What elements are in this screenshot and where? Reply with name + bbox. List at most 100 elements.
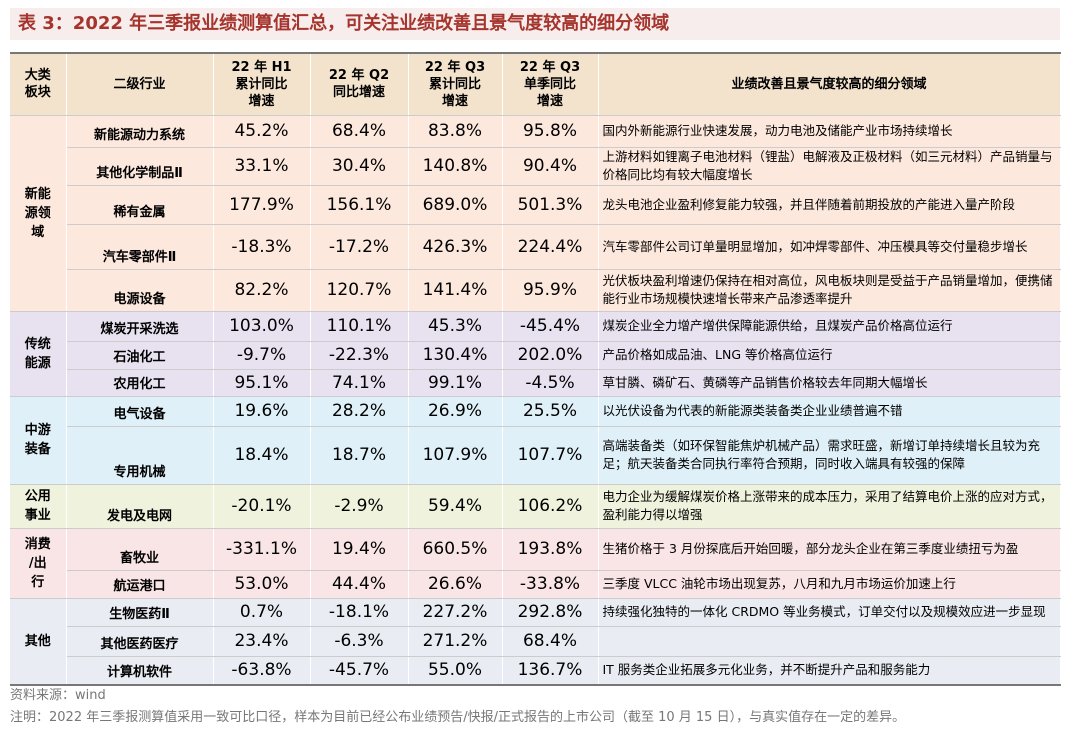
table-row: 汽车零部件Ⅱ -18.3% -17.2% 426.3% 224.4% 汽车零部件公司订单量… [10,224,1061,270]
value-cell: 136.7% [502,656,599,686]
header-cell: 22 年 Q2 同比增速 [310,53,409,116]
area-cell: 电力企业为缓解煤炭价格上涨带来的成本压力，采用了结算电价上涨的应对方式，盈利能力… [598,484,1061,529]
value-cell: 177.9% [213,185,311,225]
area-cell: 煤炭企业全力增产增供保障能源供给，且煤炭产品价格高位运行 [598,311,1061,342]
value-cell: 271.2% [408,626,503,657]
value-cell: 501.3% [502,185,599,225]
table-row: 计算机软件 -63.8% -45.7% 55.0% 136.7% IT 服务类企业拓展多元… [10,656,1061,686]
value-cell: 156.1% [310,185,409,225]
table-row: 其他医药医疗 23.4% -6.3% 271.2% 68.4% [10,626,1061,657]
value-cell: 103.0% [213,311,311,342]
value-cell: 106.2% [502,484,599,529]
value-cell: 95.9% [502,269,599,312]
value-cell: -2.9% [310,484,409,529]
header-cell: 22 年 Q3 累计同比 增速 [408,53,503,116]
value-cell: -45.4% [502,311,599,342]
value-cell: -18.3% [213,224,311,270]
value-cell: -6.3% [310,626,409,657]
area-cell: 国内外新能源行业快速发展，动力电池及储能产业市场持续增长 [598,115,1061,148]
value-cell: 107.7% [502,426,599,485]
area-cell: 持续强化独特的一体化 CRDMO 等业务模式，订单交付以及规模效应进一步显现 [598,598,1061,627]
value-cell: 202.0% [502,341,599,370]
value-cell: 0.7% [213,598,311,627]
area-cell: IT 服务类企业拓展多元化业务，并不断提升产品和服务能力 [598,656,1061,686]
value-cell: 25.5% [502,396,599,427]
table-header: 大类 板块 二级行业 22 年 H1 累计同比 增速 22 年 Q2 同比增速 22 年… [10,53,1061,116]
value-cell: 140.8% [408,147,503,186]
area-cell: 以光伏设备为代表的新能源类装备类企业业绩普遍不错 [598,396,1061,427]
table-row: 传统 能源 煤炭开采洗选 103.0% 110.1% 45.3% -45.4% 煤炭企业全力… [10,311,1061,397]
value-cell: 224.4% [502,224,599,270]
header-cell: 大类 板块 [10,53,67,116]
table-row: 农用化工 95.1% 74.1% 99.1% -4.5% 草甘膦、磷矿石、黄磷等产品销售价… [10,369,1061,397]
value-cell: 110.1% [310,311,409,342]
industry-cell: 发电及电网 [66,484,214,529]
value-cell: 68.4% [502,626,599,657]
value-cell: -9.7% [213,341,311,370]
value-cell: 227.2% [408,598,503,627]
area-cell: 龙头电池企业盈利修复能力较强，并且伴随着前期投放的产能进入量产阶段 [598,185,1061,225]
value-cell: -33.8% [502,570,599,599]
value-cell: 95.8% [502,115,599,148]
value-cell: 292.8% [502,598,599,627]
area-cell: 光伏板块盈利增速仍保持在相对高位，风电板块则是受益于产品销量增加，便携储能行业市… [598,269,1061,312]
value-cell: 90.4% [502,147,599,186]
value-cell: 18.7% [310,426,409,485]
value-cell: -20.1% [213,484,311,529]
value-cell: -45.7% [310,656,409,686]
industry-cell: 煤炭开采洗选 [66,311,214,342]
industry-cell: 专用机械 [66,426,214,485]
value-cell: 82.2% [213,269,311,312]
value-cell: 74.1% [310,369,409,397]
value-cell: 23.4% [213,626,311,657]
source: 资料来源：wind [10,688,106,703]
value-cell: -63.8% [213,656,311,686]
value-cell: 107.9% [408,426,503,485]
value-cell: 26.6% [408,570,503,599]
industry-cell: 生物医药Ⅱ [66,598,214,627]
value-cell: -4.5% [502,369,599,397]
group-cell: 其他 [10,598,67,686]
value-cell: 120.7% [310,269,409,312]
area-cell: 高端装备类（如环保智能焦炉机械产品）需求旺盛，新增订单持续增长且较为充足；航天装… [598,426,1061,485]
value-cell: 19.6% [213,396,311,427]
table-row: 电源设备 82.2% 120.7% 141.4% 95.9% 光伏板块盈利增速仍保持在相对… [10,269,1061,312]
industry-cell: 农用化工 [66,369,214,397]
value-cell: 28.2% [310,396,409,427]
industry-cell: 新能源动力系统 [66,115,214,148]
table-row: 消费 /出 行畜牧业 -331.1% 19.4% 660.5% 193.8% 生猪价格于 … [10,528,1061,599]
value-cell: 18.4% [213,426,311,485]
area-cell: 产品价格如成品油、LNG 等价格高位运行 [598,341,1061,370]
value-cell: 26.9% [408,396,503,427]
value-cell: -22.3% [310,341,409,370]
group-cell: 新能 源领 域 [10,115,67,312]
header-cell: 二级行业 [66,53,214,116]
value-cell: 426.3% [408,224,503,270]
area-cell: 汽车零部件公司订单量明显增加，如冲焊零部件、冲压模具等交付量稳步增长 [598,224,1061,270]
note: 注明：2022 年三季报测算值采用一致可比口径，样本为目前已经公布业绩预告/快报… [10,710,906,725]
value-cell: 95.1% [213,369,311,397]
industry-cell: 计算机软件 [66,656,214,686]
value-cell: 45.3% [408,311,503,342]
table: 大类 板块 二级行业 22 年 H1 累计同比 增速 22 年 Q2 同比增速 22 年… [10,52,1061,686]
header-cell: 22 年 Q3 单季同比 增速 [502,53,599,116]
group-cell: 消费 /出 行 [10,528,67,599]
industry-cell: 畜牧业 [66,528,214,571]
industry-cell: 稀有金属 [66,185,214,225]
industry-cell: 电源设备 [66,269,214,312]
table-row: 其他化学制品Ⅱ 33.1% 30.4% 140.8% 90.4% 上游材料如锂离子电池材料… [10,147,1061,186]
value-cell: 45.2% [213,115,311,148]
table-row: 公用 事业 发电及电网 -20.1% -2.9% 59.4% 106.2% 电力企业为缓解煤… [10,484,1061,529]
table-body: 新能 源领 域新能源动力系统 45.2% 68.4% 83.8% 95.8% 国内外新能源… [10,115,1061,686]
header-cell: 业绩改善且景气度较高的细分领域 [598,53,1061,116]
table-row: 其他 生物医药Ⅱ 0.7% -18.1% 227.2% 292.8% 持续强化独特的一体化 … [10,598,1061,686]
value-cell: 68.4% [310,115,409,148]
value-cell: 660.5% [408,528,503,571]
area-cell: 生猪价格于 3 月份探底后开始回暖，部分龙头企业在第三季度业绩扭亏为盈 [598,528,1061,571]
industry-cell: 石油化工 [66,341,214,370]
value-cell: 193.8% [502,528,599,571]
value-cell: 30.4% [310,147,409,186]
table-row: 航运港口 53.0% 44.4% 26.6% -33.8% 三季度 VLCC 油轮市场出现… [10,570,1061,599]
value-cell: 44.4% [310,570,409,599]
